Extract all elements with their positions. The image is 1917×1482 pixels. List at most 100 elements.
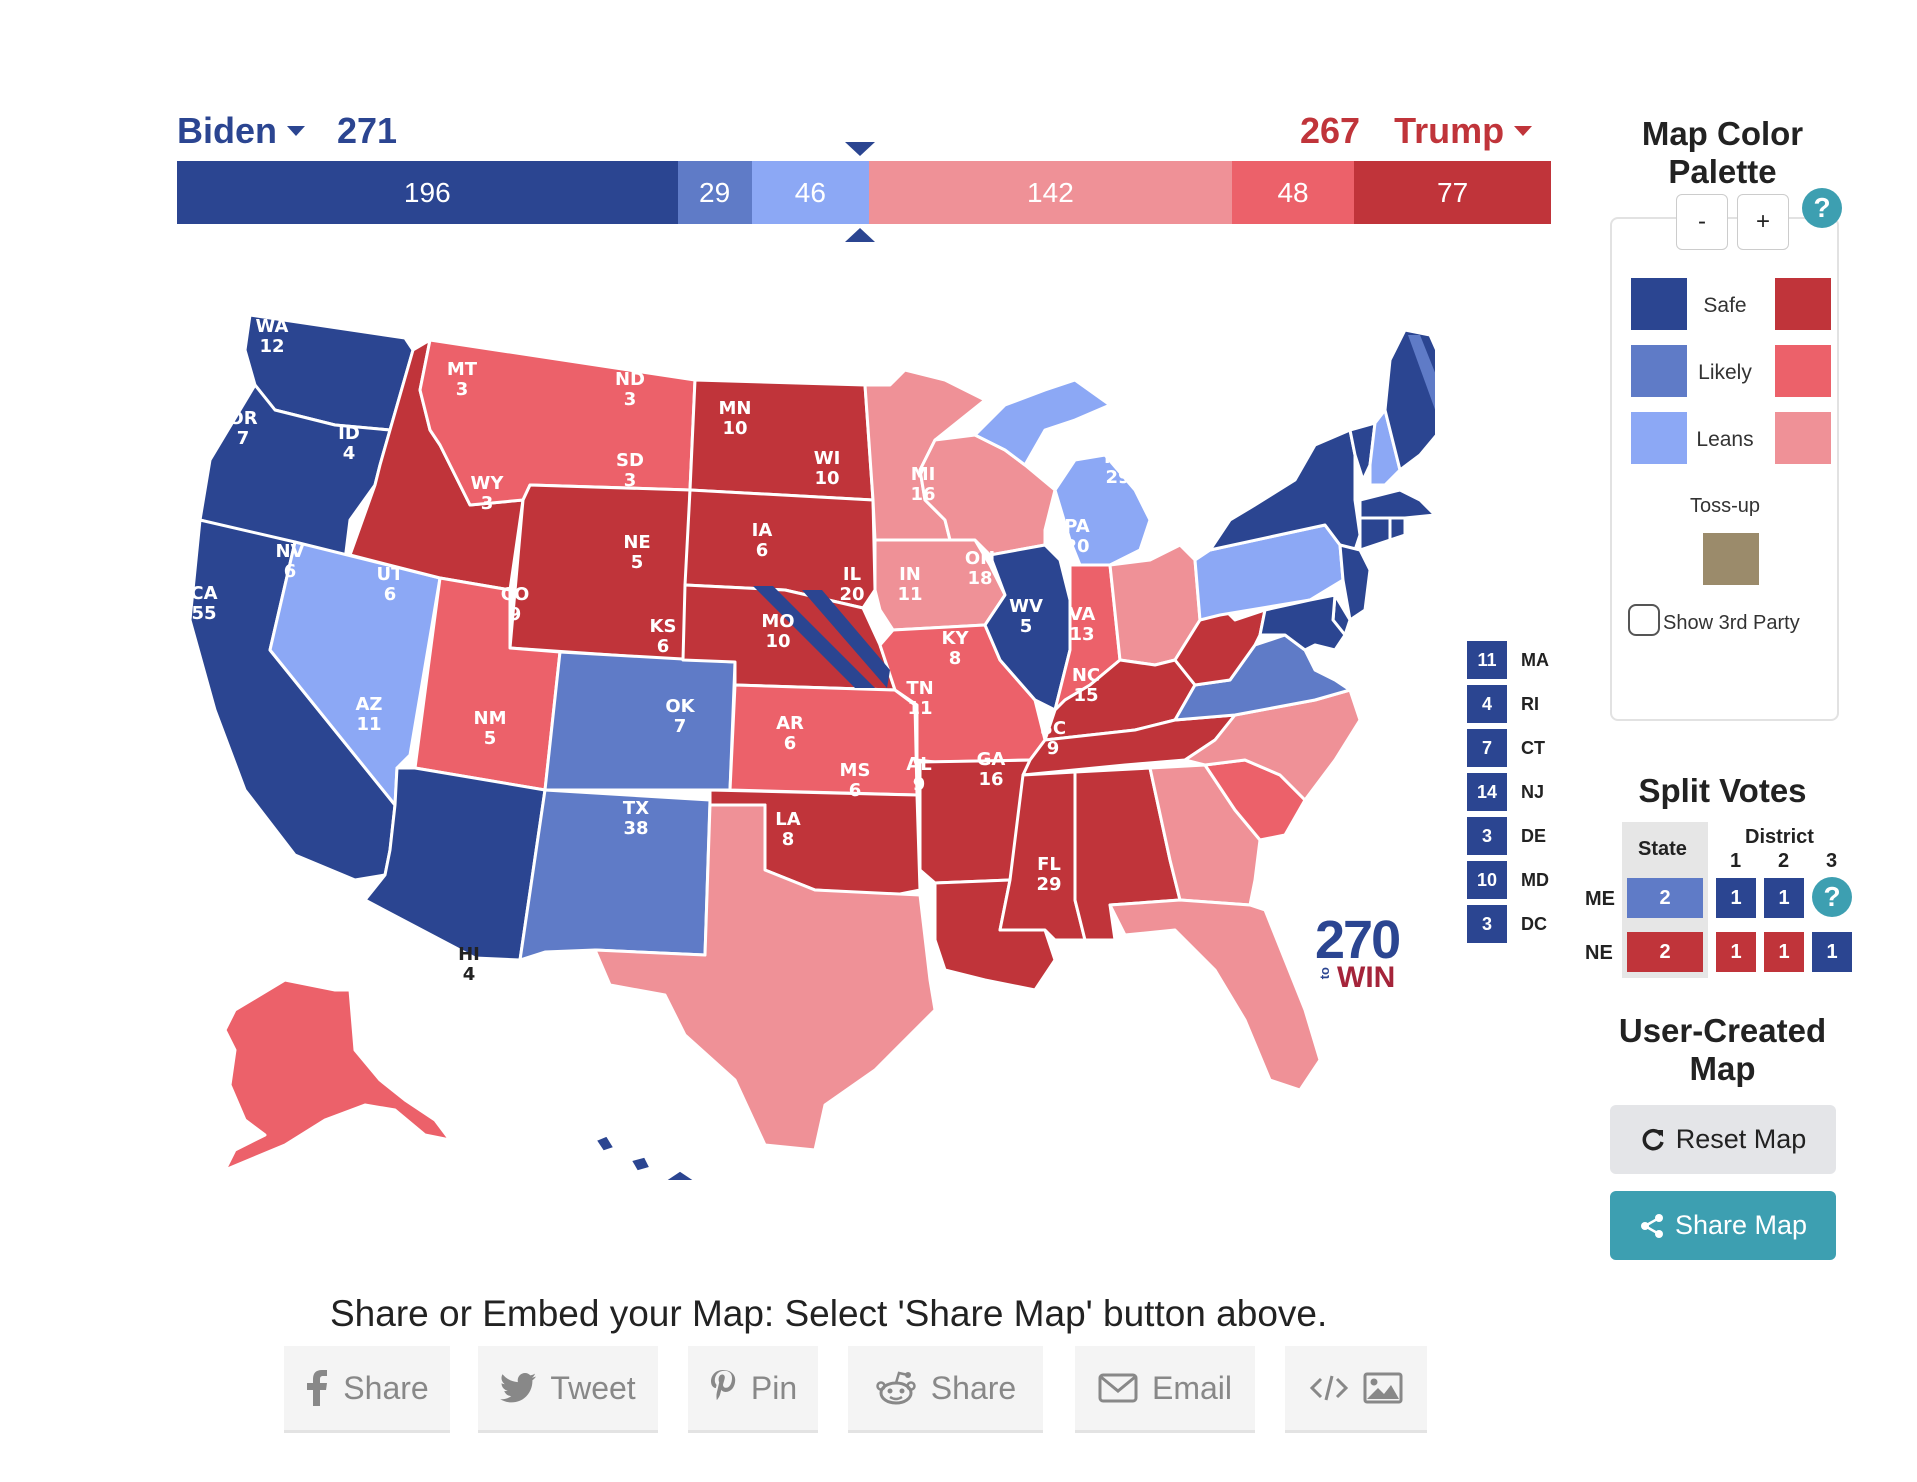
state-hi[interactable] (593, 1133, 755, 1180)
state-label-ny: NY 29 (1104, 447, 1133, 488)
state-tx[interactable] (593, 803, 937, 1152)
reset-map-button[interactable]: Reset Map (1610, 1105, 1836, 1174)
state-label-ut: UT 6 (377, 564, 405, 605)
state-label-nv: NV 6 (276, 541, 305, 582)
twitter-share-label: Tweet (550, 1369, 636, 1406)
swatch-dem-likely[interactable] (1631, 345, 1687, 397)
email-icon (1098, 1373, 1138, 1403)
state-label-ca: CA 55 (190, 583, 217, 624)
state-label-oh: OH 18 (965, 548, 995, 589)
candidate-right-name: Trump (1394, 110, 1505, 151)
small-state-dc[interactable]: 3 DC (1467, 905, 1577, 943)
candidate-left-name: Biden (177, 110, 278, 151)
state-label-me: ME 4 (1197, 362, 1227, 403)
twitter-share-button[interactable]: Tweet (478, 1346, 658, 1433)
share-map-label: Share Map (1674, 1210, 1808, 1240)
pinterest-share-button[interactable]: Pin (688, 1346, 818, 1433)
district-3-header: 3 (1826, 850, 1838, 872)
state-mi[interactable] (973, 378, 1152, 567)
candidate-left-votes: 271 (337, 110, 398, 151)
embed-instructions: Share or Embed your Map: Select 'Share M… (330, 1293, 1328, 1334)
zoom-out-button[interactable]: - (1676, 194, 1728, 250)
reddit-share-label: Share (930, 1369, 1017, 1406)
candidate-right[interactable]: 267 Trump (1300, 110, 1533, 152)
state-label-hi: HI 4 (458, 944, 480, 985)
swatch-tossup[interactable] (1703, 533, 1759, 585)
me-state-votes[interactable]: 2 (1627, 878, 1703, 918)
ev-segment: 77 (1354, 161, 1551, 224)
state-label-wy: WY 3 (471, 473, 505, 514)
chevron-down-icon (1514, 126, 1533, 136)
state-fl[interactable] (1108, 898, 1322, 1092)
state-label-az: AZ 11 (356, 694, 383, 735)
small-state-ma[interactable]: 11 MA (1467, 641, 1577, 679)
state-label-nd: ND 3 (615, 369, 645, 410)
ne-district-3[interactable]: 1 (1812, 932, 1852, 972)
270towin-logo: 270 to WIN (1315, 913, 1405, 993)
share-icon (1640, 1213, 1663, 1238)
state-ma[interactable] (1358, 488, 1435, 520)
me-district-1[interactable]: 1 (1716, 878, 1756, 918)
state-label-ky: KY 8 (942, 628, 970, 669)
state-ct[interactable] (1358, 516, 1392, 552)
small-state-votes: 11 (1467, 641, 1507, 679)
state-co[interactable] (543, 650, 737, 792)
state-label-tx: TX 38 (623, 798, 649, 839)
zoom-in-button[interactable]: + (1737, 194, 1789, 250)
me-district-2[interactable]: 1 (1764, 878, 1804, 918)
ne-district-2[interactable]: 1 (1764, 932, 1804, 972)
reddit-share-button[interactable]: Share (848, 1346, 1043, 1433)
state-label-pa: PA 20 (1064, 516, 1090, 557)
facebook-share-button[interactable]: Share (284, 1346, 450, 1433)
small-state-abbr: NJ (1521, 781, 1545, 802)
email-share-button[interactable]: Email (1075, 1346, 1255, 1433)
small-state-ri[interactable]: 4 RI (1467, 685, 1577, 723)
state-label-nh: NH 4 (1166, 423, 1196, 464)
small-state-abbr: DE (1521, 825, 1547, 846)
embed-image-button[interactable] (1285, 1346, 1427, 1433)
split-votes-help-icon[interactable]: ? (1812, 877, 1852, 917)
small-state-ct[interactable]: 7 CT (1467, 729, 1577, 767)
state-label-co: CO 9 (501, 584, 530, 625)
show-3rd-party-checkbox[interactable] (1628, 604, 1660, 636)
state-md[interactable] (1258, 593, 1347, 652)
ne-district-1[interactable]: 1 (1716, 932, 1756, 972)
small-state-de[interactable]: 3 DE (1467, 817, 1577, 855)
palette-help-icon[interactable]: ? (1802, 188, 1842, 228)
split-votes-me-label: ME (1585, 888, 1615, 910)
state-label-wa: WA 12 (256, 316, 289, 357)
state-label-id: ID 4 (338, 423, 360, 464)
state-nm[interactable] (518, 788, 712, 962)
user-map-title: User-Created Map (1618, 1012, 1827, 1087)
swatch-dem-leans[interactable] (1631, 412, 1687, 464)
split-votes-title: Split Votes (1638, 772, 1807, 809)
state-ri[interactable] (1388, 516, 1407, 542)
swatch-rep-likely[interactable] (1775, 345, 1831, 397)
candidate-left[interactable]: Biden 271 (177, 110, 397, 152)
small-state-nj[interactable]: 14 NJ (1467, 773, 1577, 811)
state-label-mt: MT 3 (447, 359, 478, 400)
state-nj[interactable] (1338, 543, 1372, 622)
swatch-dem-safe[interactable] (1631, 278, 1687, 330)
show-3rd-party-label: Show 3rd Party (1663, 612, 1800, 634)
state-label-il: IL 20 (839, 564, 864, 605)
logo-win: WIN (1337, 961, 1396, 994)
state-label-ks: KS 6 (650, 616, 677, 657)
state-ak[interactable] (223, 978, 452, 1172)
state-ks[interactable] (728, 683, 919, 797)
state-nd[interactable] (688, 378, 875, 502)
ne-state-votes[interactable]: 2 (1627, 932, 1703, 972)
state-label-in: IN 11 (897, 564, 922, 605)
swatch-rep-leans[interactable] (1775, 412, 1831, 464)
refresh-icon (1642, 1128, 1664, 1150)
midpoint-marker-bottom (845, 228, 875, 242)
small-state-md[interactable]: 10 MD (1467, 861, 1577, 899)
share-map-button[interactable]: Share Map (1610, 1191, 1836, 1260)
state-ny[interactable] (1208, 428, 1362, 552)
us-electoral-map[interactable]: WA 12 OR 7 CA 55 NV 6 ID 4 MT 3 WY 3 UT 6 AZ 11 CO 9 NM 5 ND 3 S… (175, 290, 1435, 1180)
state-wv[interactable] (1173, 603, 1267, 687)
state-label-ga: GA 16 (977, 749, 1006, 790)
state-nc[interactable] (1183, 688, 1362, 802)
swatch-rep-safe[interactable] (1775, 278, 1831, 330)
state-label-la: LA 8 (775, 809, 800, 850)
